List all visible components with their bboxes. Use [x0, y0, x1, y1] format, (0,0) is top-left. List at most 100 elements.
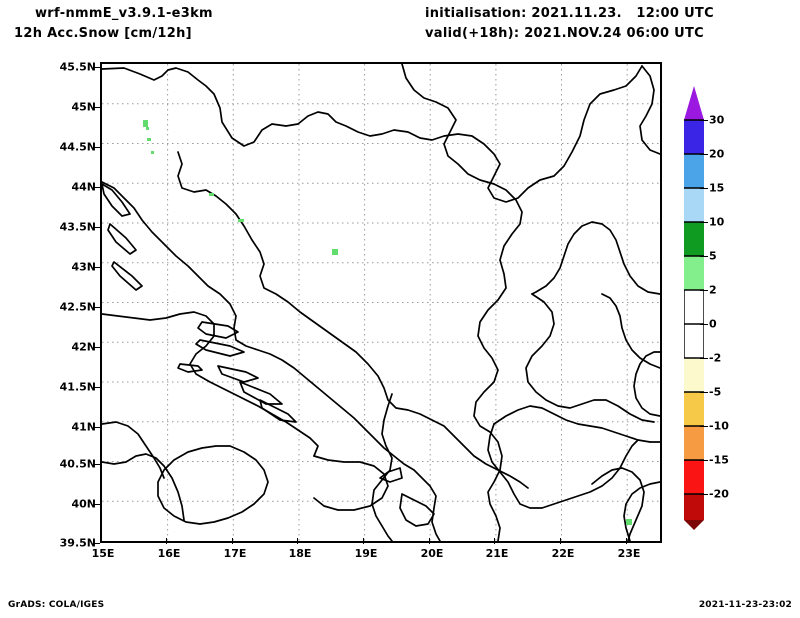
bay-vlore — [379, 467, 403, 483]
colorbar-tick-mark — [700, 154, 708, 155]
border-serbia-romania — [531, 221, 660, 295]
field-description-label: 12h Acc.Snow [cm/12h] — [14, 26, 192, 41]
colorbar-tick-label: 30 — [709, 113, 725, 127]
x-tick-mark — [560, 538, 561, 544]
colorbar-tick-mark — [700, 222, 708, 223]
colorbar-band — [684, 358, 704, 392]
map-plot-frame — [100, 62, 662, 543]
y-tick-mark — [94, 427, 100, 428]
colorbar-tick-label: 20 — [709, 147, 725, 161]
y-tick-mark — [94, 187, 100, 188]
colorbar-tick-mark — [700, 290, 708, 291]
coastline-italy-boot — [157, 445, 269, 525]
coastline-dalmatia-inner — [177, 151, 529, 489]
border-macedonia-north — [493, 405, 660, 443]
x-tick-label: 19E — [354, 547, 378, 560]
border-greece-bulgaria — [623, 481, 660, 541]
x-tick-mark — [429, 538, 430, 544]
y-tick-mark — [94, 347, 100, 348]
y-tick-mark — [94, 504, 100, 505]
colorbar-band — [684, 222, 704, 256]
colorbar-tick-label: 0 — [709, 317, 717, 331]
y-tick-mark — [94, 307, 100, 308]
coastline-italy-calabria — [102, 453, 185, 521]
snow-patch — [147, 138, 151, 141]
colorbar-tick-mark — [700, 392, 708, 393]
grads-attribution-label: GrADS: COLA/IGES — [8, 600, 105, 610]
colorbar-band — [684, 290, 704, 324]
y-tick-label: 41N — [71, 420, 96, 434]
lake-ohrid-prespa — [399, 493, 435, 527]
y-tick-mark — [94, 387, 100, 388]
colorbar-tick-label: 15 — [709, 181, 725, 195]
border-bulgaria-east — [633, 351, 660, 417]
island-rab — [111, 261, 143, 291]
colorbar-band — [684, 188, 704, 222]
valid-time-label: valid(+18h): 2021.NOV.24 06:00 UTC — [425, 26, 705, 41]
snow-patch — [151, 151, 154, 154]
colorbar-band — [684, 426, 704, 460]
colorbar-tick-label: -15 — [709, 453, 729, 467]
island-mljet — [259, 399, 297, 423]
colorbar-tick-label: -5 — [709, 385, 722, 399]
y-tick-mark — [94, 147, 100, 148]
snow-patch — [332, 249, 338, 255]
y-tick-mark — [94, 267, 100, 268]
coastline-italy-west — [102, 421, 165, 479]
border-bulgaria-north — [601, 293, 660, 369]
y-tick-mark — [94, 67, 100, 68]
snow-patch — [143, 120, 148, 127]
y-tick-label: 43.5N — [59, 220, 96, 234]
colorbar-tick-mark — [700, 426, 708, 427]
colorbar-band — [684, 256, 704, 290]
snow-patch — [238, 219, 244, 222]
colorbar-arrow-top — [684, 86, 704, 120]
y-tick-mark — [94, 543, 100, 544]
x-tick-label: 20E — [420, 547, 444, 560]
y-tick-mark — [94, 464, 100, 465]
x-tick-mark — [297, 538, 298, 544]
snow-patch — [626, 519, 632, 525]
model-name-label: wrf-nmmE_v3.9.1-e3km — [35, 6, 213, 21]
y-tick-label: 39.5N — [59, 536, 96, 550]
colorbar-tick-label: -2 — [709, 351, 722, 365]
y-tick-label: 40N — [71, 497, 96, 511]
x-tick-mark — [232, 538, 233, 544]
colorbar-tick-label: 10 — [709, 215, 725, 229]
colorbar-tick-mark — [700, 324, 708, 325]
colorbar-swatches — [684, 86, 704, 530]
gridlines — [102, 64, 660, 541]
colorbar-band — [684, 120, 704, 154]
border-macedonia-south — [487, 423, 639, 509]
island-istria-tip — [102, 183, 131, 217]
map-canvas — [102, 64, 660, 541]
x-tick-label: 16E — [157, 547, 181, 560]
y-tick-label: 44.5N — [59, 140, 96, 154]
island-hvar — [195, 339, 245, 357]
y-tick-label: 45.5N — [59, 60, 96, 74]
snow-patch — [146, 127, 149, 130]
x-tick-mark — [363, 538, 364, 544]
y-tick-label: 41.5N — [59, 380, 96, 394]
y-tick-label: 45N — [71, 100, 96, 114]
island-brac — [197, 321, 239, 339]
colorbar-tick-label: -20 — [709, 487, 729, 501]
x-tick-mark — [166, 538, 167, 544]
y-tick-mark — [94, 107, 100, 108]
x-tick-label: 22E — [551, 547, 575, 560]
map-plot-area — [102, 64, 660, 541]
x-tick-label: 23E — [617, 547, 641, 560]
colorbar-tick-label: -10 — [709, 419, 729, 433]
x-tick-mark — [626, 538, 627, 544]
border-hungary-romania — [639, 65, 660, 155]
y-tick-label: 40.5N — [59, 457, 96, 471]
generation-timestamp-label: 2021-11-23-23:02 — [698, 600, 792, 610]
colorbar-tick-mark — [700, 460, 708, 461]
y-tick-label: 42N — [71, 340, 96, 354]
y-tick-label: 43N — [71, 260, 96, 274]
colorbar-band — [684, 324, 704, 358]
colorbar-tick-mark — [700, 120, 708, 121]
x-tick-label: 15E — [91, 547, 115, 560]
colorbar-tick-mark — [700, 358, 708, 359]
